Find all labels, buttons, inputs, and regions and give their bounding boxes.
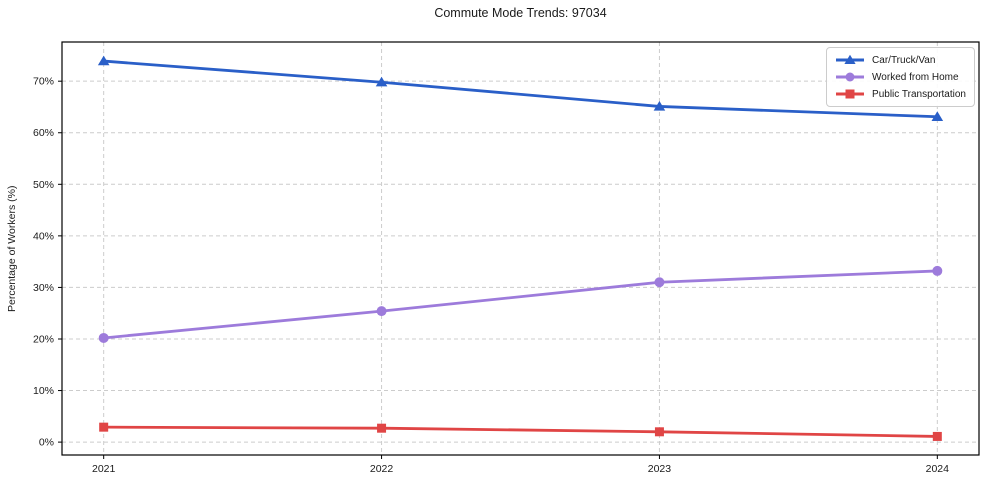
data-point-marker [99,422,109,432]
series-line [102,59,939,119]
axes-frame [61,41,980,456]
y-tick-label: 10% [33,385,54,397]
y-tick-label: 20% [33,333,54,345]
y-tick-label: 70% [33,76,54,88]
legend-label-home: Worked from Home [872,71,959,83]
legend-sample-transit-icon [836,89,865,99]
legend-label-transit: Public Transportation [872,88,966,100]
x-tick-label: 2021 [92,463,116,475]
x-tick-label: 2024 [926,463,950,475]
data-point-marker [654,427,664,437]
data-point-marker [375,76,388,87]
series-line [102,269,939,340]
legend-sample-home-icon [836,72,865,82]
data-point-marker [931,111,944,121]
data-point-marker [653,100,666,111]
y-tick-label: 0% [39,437,54,449]
y-tick-label: 30% [33,282,54,294]
legend-item-home: Worked from Home [834,70,966,84]
data-point-marker [98,332,109,343]
x-tick-label: 2022 [370,463,394,475]
series-line [102,425,939,438]
legend-item-transit: Public Transportation [834,87,966,101]
data-point-marker [377,423,387,433]
legend: Car/Truck/Van Worked from Home Public Tr… [826,47,975,107]
data-point-marker [376,306,387,317]
chart-title: Commute Mode Trends: 97034 [434,6,607,20]
legend-label-car: Car/Truck/Van [872,54,936,66]
x-tick-label: 2023 [648,463,672,475]
y-tick-label: 40% [33,230,54,242]
legend-item-car: Car/Truck/Van [834,53,966,67]
y-tick-label: 60% [33,127,54,139]
data-point-marker [932,265,943,276]
data-point-marker [97,55,110,66]
y-tick-label: 50% [33,179,54,191]
legend-sample-car-icon [836,54,865,64]
data-point-marker [932,431,942,441]
data-point-marker [654,277,665,288]
